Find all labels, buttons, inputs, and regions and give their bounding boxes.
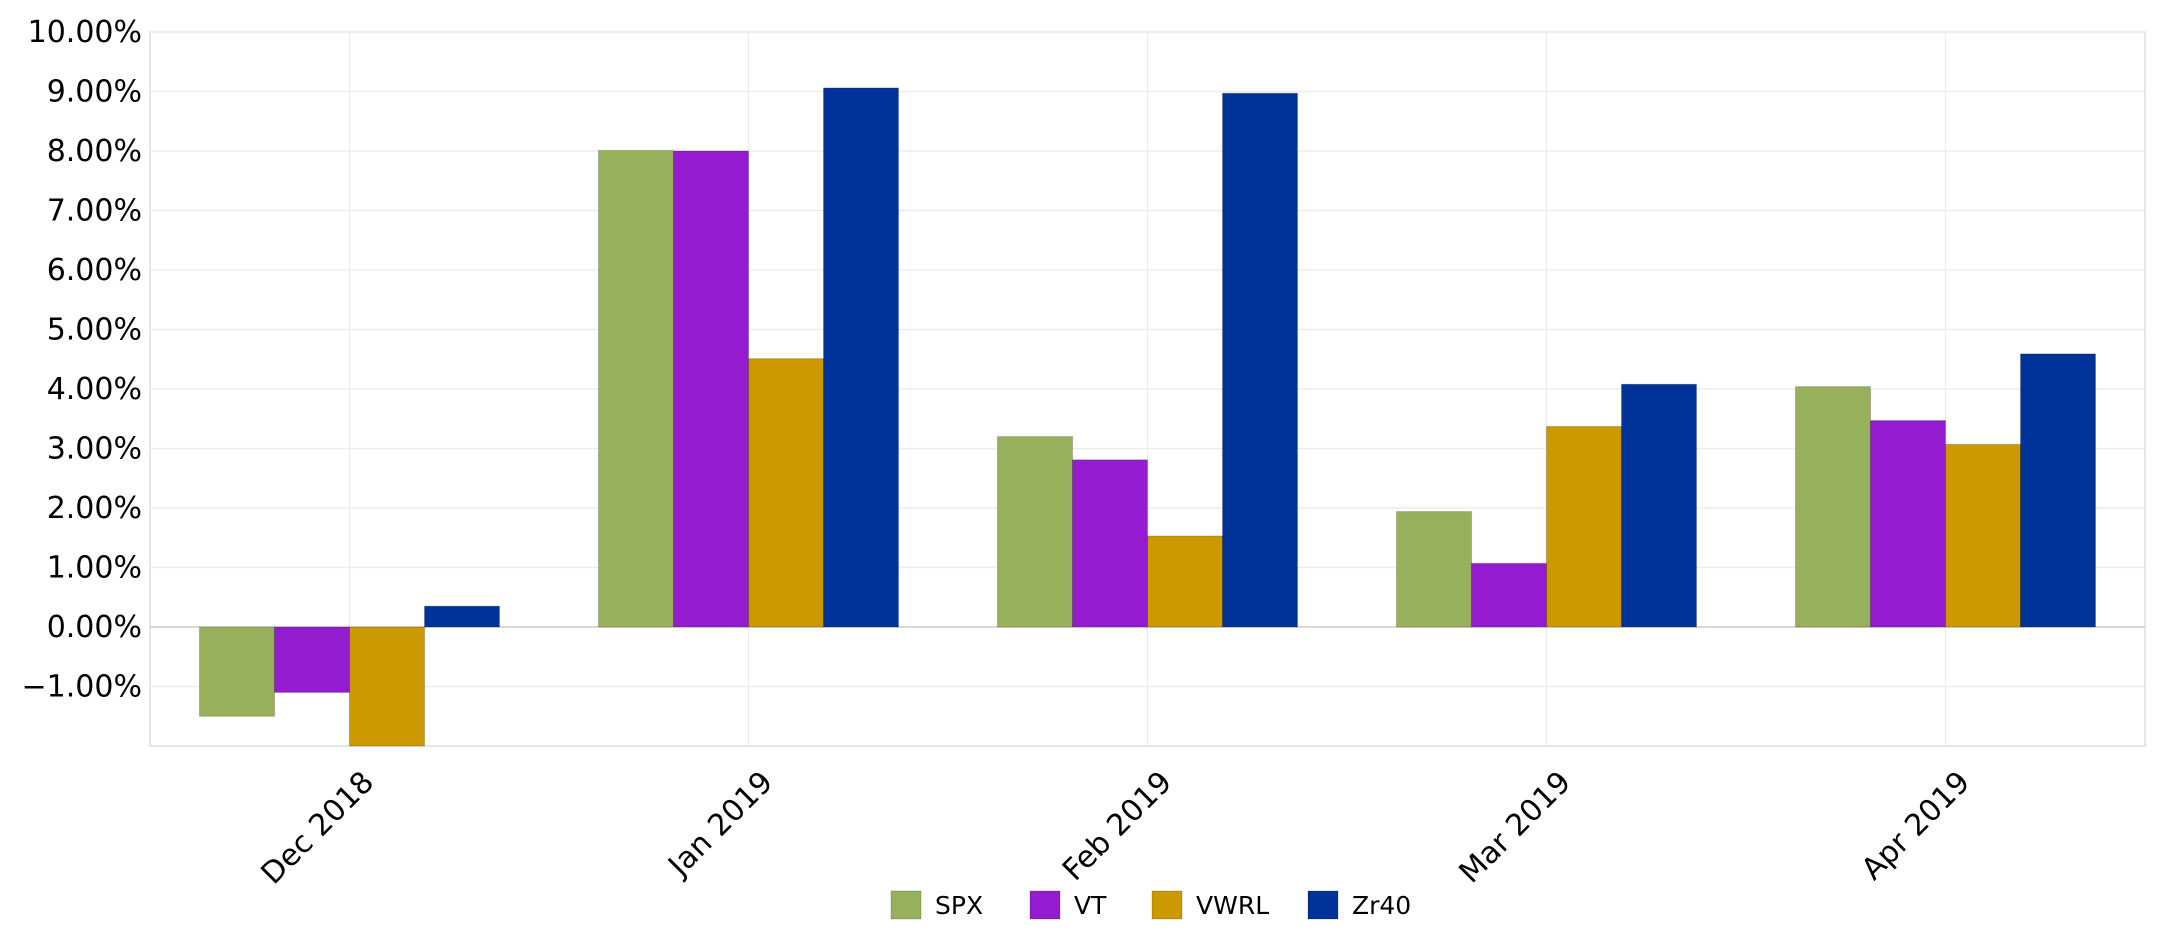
y-tick-label: −1.00% [22,670,142,705]
y-tick-label: 10.00% [28,15,142,50]
x-tick-label: Dec 2018 [255,765,382,892]
bar-zr40-mar-2019 [1621,383,1697,628]
x-tick-label: Mar 2019 [1453,765,1579,891]
x-axis: Dec 2018 Jan 2019 Feb 2019 Mar 2019 Apr 2019 [255,765,1978,892]
legend-label-spx: SPX [935,891,983,920]
legend-swatch-spx [890,890,922,920]
bar-zr40-jan-2019 [823,87,899,628]
y-tick-label: 3.00% [47,432,142,467]
y-tick-label: 8.00% [47,134,142,169]
y-tick-label: 2.00% [47,491,142,526]
y-axis: −1.00% 0.00% 1.00% 2.00% 3.00% 4.00% 5.00% 6.00… [22,15,142,705]
legend[interactable]: SPX VT VWRL Zr40 [890,890,1411,920]
y-tick-label: 4.00% [47,372,142,407]
bar-zr40-dec-2018 [424,605,500,628]
gridlines [150,31,2145,746]
bar-spx-dec-2018 [199,626,275,717]
y-tick-label: 1.00% [47,551,142,586]
y-tick-label: 6.00% [47,253,142,288]
bar-spx-mar-2019 [1396,511,1472,628]
bar-spx-apr-2019 [1795,386,1871,628]
legend-label-zr40: Zr40 [1352,891,1411,920]
legend-item-spx[interactable]: SPX [890,890,983,920]
bar-vt-jan-2019 [673,150,749,628]
legend-label-vt: VT [1074,891,1107,920]
y-tick-label: 0.00% [47,610,142,645]
legend-item-vwrl[interactable]: VWRL [1151,890,1269,920]
legend-swatch-vwrl [1151,890,1183,920]
bar-zr40-apr-2019 [2020,353,2096,628]
legend-label-vwrl: VWRL [1196,891,1269,920]
y-tick-label: 9.00% [47,75,142,110]
bar-vt-dec-2018 [274,626,350,693]
bar-vt-apr-2019 [1870,420,1946,628]
legend-swatch-vt [1029,890,1061,920]
x-tick-label: Apr 2019 [1855,765,1977,887]
x-tick-label: Feb 2019 [1056,765,1179,888]
legend-swatch-zr40 [1307,890,1339,920]
bar-vt-feb-2019 [1072,459,1148,628]
bar-spx-jan-2019 [598,149,674,628]
bar-vwrl-jan-2019 [748,358,824,628]
x-tick-label: Jan 2019 [660,765,780,885]
bars [199,87,2096,747]
y-tick-label: 7.00% [47,194,142,229]
y-tick-label: 5.00% [47,313,142,348]
legend-item-zr40[interactable]: Zr40 [1307,890,1411,920]
bar-vwrl-dec-2018 [349,626,425,747]
bar-vwrl-feb-2019 [1147,535,1223,628]
bar-vwrl-mar-2019 [1546,425,1622,628]
bar-zr40-feb-2019 [1222,92,1298,628]
legend-item-vt[interactable]: VT [1029,890,1107,920]
bar-vt-mar-2019 [1471,562,1547,628]
bar-vwrl-apr-2019 [1945,443,2021,628]
bar-spx-feb-2019 [997,436,1073,628]
